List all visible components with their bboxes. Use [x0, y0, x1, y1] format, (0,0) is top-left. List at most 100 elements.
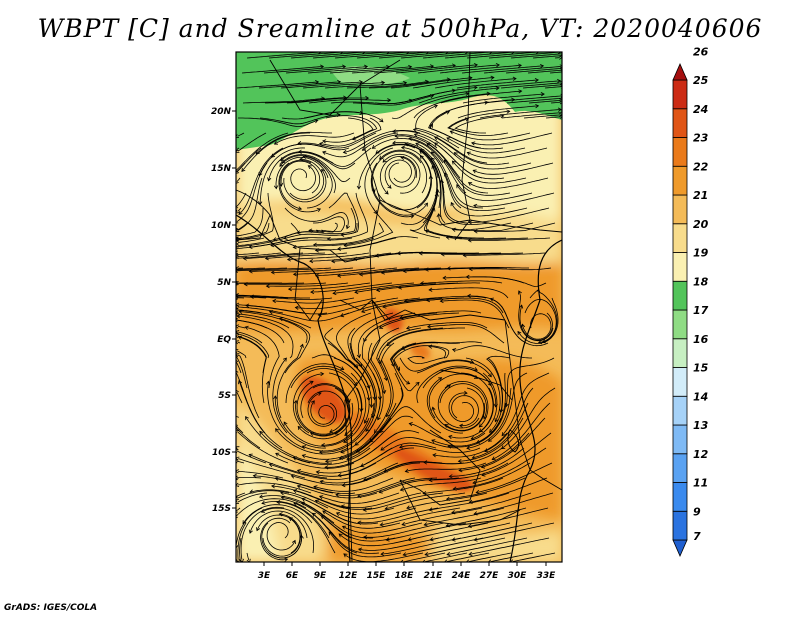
- streamline: [336, 507, 417, 520]
- streamline-arrow: [346, 456, 351, 461]
- streamline: [420, 280, 503, 284]
- streamline-arrow: [236, 545, 239, 549]
- streamline-arrow: [345, 224, 350, 230]
- streamline-arrow: [484, 448, 489, 453]
- streamline-arrow: [320, 515, 325, 520]
- streamline: [238, 331, 263, 344]
- streamline: [236, 507, 241, 512]
- streamline-arrow: [380, 446, 385, 451]
- streamline-arrow: [446, 384, 451, 389]
- streamline: [422, 52, 490, 59]
- streamline-arrow: [466, 445, 471, 450]
- streamline-arrow: [369, 404, 374, 409]
- streamline: [394, 155, 432, 211]
- streamline: [448, 118, 509, 136]
- streamline-arrow: [248, 244, 253, 250]
- streamline: [293, 489, 373, 510]
- colorbar-label: 13: [693, 419, 709, 432]
- streamline: [321, 515, 396, 542]
- streamline-arrow: [282, 357, 287, 362]
- streamline-arrow: [427, 324, 432, 329]
- streamline-arrow: [478, 423, 483, 428]
- streamline-arrow: [299, 157, 304, 162]
- streamline-arrow: [299, 343, 304, 348]
- streamline-arrow: [248, 453, 253, 458]
- streamline-arrow: [236, 446, 240, 451]
- streamline-arrow: [236, 516, 238, 519]
- streamline: [322, 510, 401, 529]
- streamline-arrow: [236, 482, 240, 487]
- streamline: [268, 151, 334, 181]
- streamline-arrow: [294, 305, 299, 310]
- streamline: [460, 372, 494, 433]
- streamline: [272, 297, 355, 304]
- streamline: [472, 447, 547, 484]
- streamline: [238, 117, 318, 127]
- streamline-arrow: [322, 510, 327, 515]
- streamline-arrow: [338, 533, 343, 538]
- streamline-arrow: [449, 130, 454, 135]
- streamline: [325, 417, 392, 462]
- streamline-arrow: [431, 157, 435, 162]
- streamline-arrow: [459, 423, 464, 428]
- streamline: [416, 360, 492, 378]
- streamline-arrow: [236, 496, 239, 500]
- streamline: [501, 387, 556, 450]
- streamline: [343, 372, 367, 443]
- streamline: [357, 507, 439, 524]
- streamline-arrow: [487, 373, 492, 378]
- colorbar-swatch: [672, 108, 688, 138]
- streamline-arrow: [318, 52, 322, 55]
- streamline-arrow: [444, 424, 449, 428]
- streamline-arrow: [283, 421, 288, 426]
- streamline-arrow: [468, 266, 473, 272]
- streamline: [236, 361, 242, 374]
- colorbar: 7 9 11 12 13 14 15 16 17 18 19 20 21 22 23 24 25 26: [672, 45, 709, 557]
- streamline: [467, 147, 548, 159]
- streamline: [297, 402, 354, 440]
- lon-label: 18E: [395, 571, 415, 581]
- streamline: [245, 305, 328, 315]
- colorbar-label: 25: [693, 74, 709, 87]
- streamline: [389, 342, 420, 392]
- streamline-arrow: [483, 415, 488, 420]
- streamline: [465, 357, 501, 422]
- streamline: [418, 87, 500, 104]
- streamline: [347, 327, 376, 400]
- streamline-arrow: [467, 523, 472, 529]
- streamline: [360, 442, 437, 467]
- streamline: [415, 105, 460, 149]
- streamline-arrow: [495, 62, 500, 68]
- streamline: [237, 192, 274, 241]
- longitude-ticks: [263, 562, 547, 566]
- streamline: [384, 492, 466, 510]
- streamline: [302, 82, 385, 89]
- streamline-arrow: [236, 236, 240, 241]
- streamline-arrow: [310, 289, 315, 295]
- streamline: [407, 346, 447, 365]
- streamline-arrow: [265, 380, 271, 385]
- streamline: [500, 82, 561, 89]
- streamline-arrow: [331, 259, 336, 264]
- streamline: [236, 237, 287, 248]
- lon-label: 12E: [339, 571, 359, 581]
- streamline-arrow: [301, 454, 306, 459]
- streamline: [550, 101, 561, 104]
- streamline: [236, 477, 262, 479]
- streamline: [336, 312, 372, 368]
- streamline: [324, 82, 407, 89]
- streamline-arrow: [236, 456, 240, 461]
- streamline-arrow: [236, 415, 239, 420]
- streamline: [419, 252, 502, 255]
- streamline: [237, 326, 246, 329]
- streamline: [447, 267, 529, 269]
- streamline: [401, 341, 483, 350]
- streamline: [275, 428, 349, 455]
- streamline: [397, 252, 479, 254]
- colorbar-swatch: [672, 63, 688, 81]
- streamline: [473, 162, 554, 175]
- streamline: [236, 427, 261, 449]
- streamline: [355, 357, 377, 432]
- streamline: [275, 477, 356, 494]
- streamline-arrow: [467, 238, 472, 243]
